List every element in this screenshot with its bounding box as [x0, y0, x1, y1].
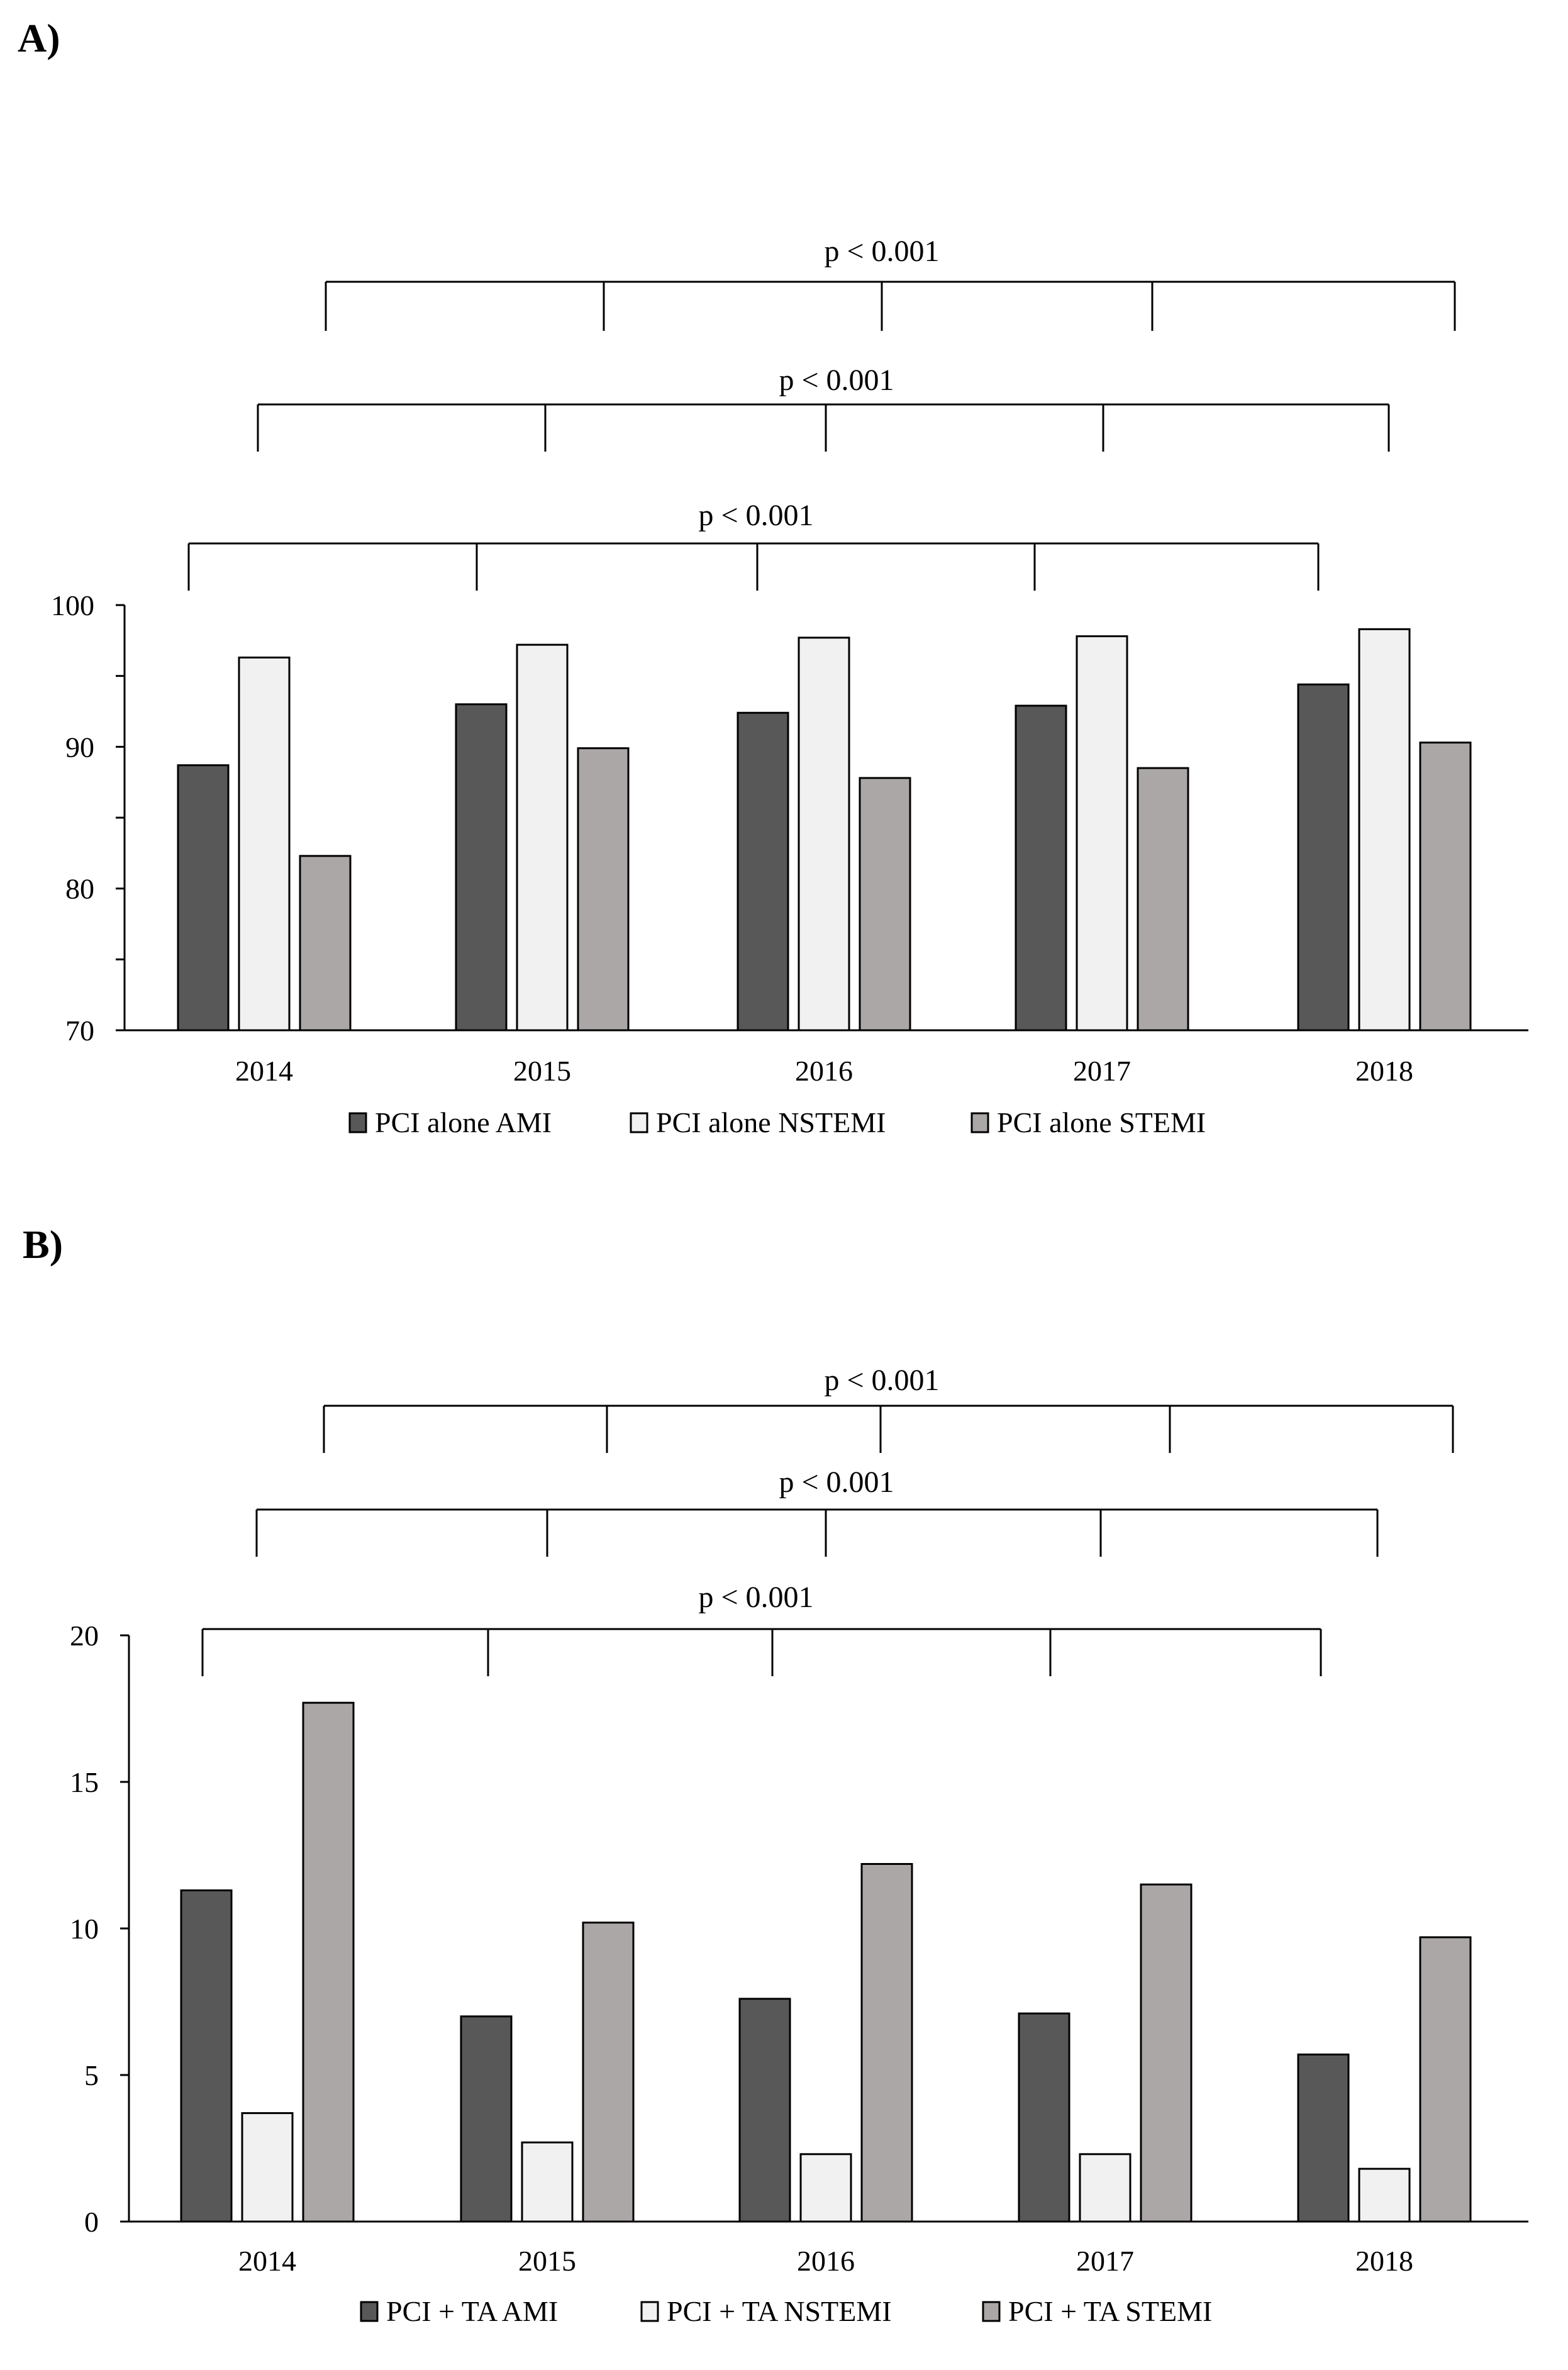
bar	[799, 2153, 852, 2223]
bar	[1079, 2153, 1132, 2223]
bar	[798, 637, 850, 1032]
significance-bracket: p < 0.001	[255, 1466, 1379, 1557]
bar	[180, 1889, 233, 2223]
bar	[860, 1862, 913, 2223]
p-value-label: p < 0.001	[824, 1364, 939, 1397]
panel-a: A) p < 0.001 p < 0.001 p < 0.001 70 80 90 100 20…	[18, 16, 1528, 1138]
legend-label: PCI alone NSTEMI	[656, 1106, 886, 1138]
bar	[1137, 767, 1189, 1032]
y-tick-label: 0	[84, 2206, 99, 2238]
x-tick-label: 2014	[238, 2245, 296, 2277]
x-tick-label: 2018	[1355, 1055, 1413, 1087]
bar	[1358, 628, 1411, 1032]
significance-bracket: p < 0.001	[257, 364, 1390, 452]
significance-bracket: p < 0.001	[325, 235, 1456, 331]
bar	[1358, 2167, 1411, 2223]
x-tick-label: 2015	[513, 1055, 571, 1087]
panel-label: A)	[18, 16, 60, 60]
bar	[455, 703, 508, 1032]
panel-b: B) p < 0.001 p < 0.001 p < 0.001 0 5 10 15 20 201…	[23, 1222, 1528, 2327]
x-tick-label: 2015	[518, 2245, 576, 2277]
x-tick-label: 2014	[235, 1055, 293, 1087]
legend-label: PCI + TA STEMI	[1008, 2295, 1212, 2327]
legend-label: PCI alone AMI	[375, 1106, 552, 1138]
legend-label: PCI + TA NSTEMI	[667, 2295, 892, 2327]
legend-label: PCI alone STEMI	[997, 1106, 1206, 1138]
y-tick-label: 20	[70, 1620, 99, 1652]
bar	[1419, 1936, 1472, 2223]
bar	[302, 1701, 355, 2223]
y-tick-label: 100	[51, 589, 94, 621]
bar	[1140, 1883, 1193, 2223]
bar	[1015, 704, 1067, 1032]
significance-bracket: p < 0.001	[201, 1581, 1322, 1676]
bar	[177, 764, 230, 1032]
legend-label: PCI + TA AMI	[386, 2295, 558, 2327]
bar	[1297, 2053, 1350, 2223]
panel-label: B)	[23, 1222, 63, 1267]
y-tick-label: 5	[84, 2059, 99, 2091]
legend-swatch	[348, 1112, 367, 1133]
p-value-label: p < 0.001	[698, 1581, 813, 1614]
bar	[521, 2141, 574, 2223]
p-value-label: p < 0.001	[698, 499, 813, 532]
x-tick-label: 2017	[1076, 2245, 1134, 2277]
p-value-label: p < 0.001	[779, 364, 894, 397]
significance-bracket: p < 0.001	[187, 499, 1320, 591]
legend: PCI + TA AMI PCI + TA NSTEMI PCI + TA STEM…	[360, 2295, 1212, 2327]
legend: PCI alone AMI PCI alone NSTEMI PCI alone S…	[348, 1106, 1206, 1138]
significance-bracket: p < 0.001	[323, 1364, 1454, 1453]
y-tick-label: 15	[70, 1766, 99, 1798]
legend-swatch	[630, 1112, 648, 1133]
bar	[859, 777, 911, 1032]
y-tick-label: 10	[70, 1913, 99, 1945]
bar	[299, 855, 352, 1032]
bar	[460, 2015, 513, 2223]
x-tick-label: 2018	[1355, 2245, 1413, 2277]
bar	[516, 643, 569, 1032]
bar	[738, 1998, 791, 2223]
p-value-label: p < 0.001	[824, 235, 939, 268]
legend-swatch	[360, 2301, 379, 2322]
y-tick-label: 70	[65, 1015, 94, 1047]
bar	[241, 2112, 294, 2223]
legend-swatch	[982, 2301, 1001, 2322]
bar	[577, 747, 630, 1032]
bar	[737, 711, 789, 1032]
p-value-label: p < 0.001	[779, 1466, 894, 1499]
y-tick-label: 80	[65, 873, 94, 905]
x-tick-label: 2016	[795, 1055, 853, 1087]
bar	[1419, 742, 1472, 1032]
bar	[582, 1922, 635, 2223]
legend-swatch	[640, 2301, 659, 2322]
x-tick-label: 2016	[797, 2245, 855, 2277]
bar	[1297, 683, 1350, 1032]
bar	[238, 656, 291, 1032]
bar	[1076, 635, 1128, 1032]
y-tick-label: 90	[65, 731, 94, 763]
bar	[1018, 2012, 1070, 2223]
legend-swatch	[970, 1112, 989, 1133]
x-tick-label: 2017	[1073, 1055, 1131, 1087]
